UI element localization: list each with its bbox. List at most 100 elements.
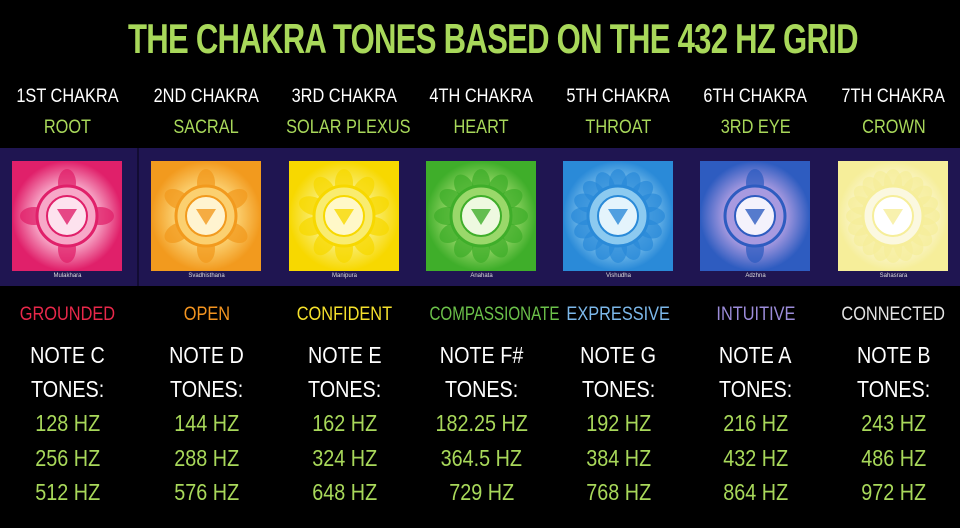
chakra-name-text: SOLAR PLEXUS	[286, 117, 411, 138]
musical-note-text: NOTE G	[580, 342, 657, 368]
chakra-quality-text: INTUITIVE	[716, 304, 795, 325]
tones-label-text: TONES:	[444, 376, 519, 402]
chakra-number: 3RD CHAKRA	[276, 86, 413, 108]
tone-frequency: 288 HZ	[138, 445, 275, 472]
musical-note-text: NOTE D	[169, 342, 244, 368]
sanskrit-label: Manipura	[331, 273, 357, 279]
chakra-symbol-image	[838, 161, 948, 271]
musical-note-text: NOTE B	[856, 342, 931, 368]
sanskrit-label: Adzhna	[745, 273, 766, 279]
tone-frequency: 864 HZ	[687, 479, 824, 506]
sanskrit-label: Vishudha	[606, 273, 631, 279]
sanskrit-label: Mulakhara	[53, 273, 82, 279]
tone-frequency-text: 729 HZ	[449, 479, 514, 505]
chakra-name: ROOT	[0, 117, 136, 139]
tones-label: TONES:	[687, 376, 824, 403]
tone-frequency-text: 576 HZ	[174, 479, 239, 505]
tones-label-text: TONES:	[169, 376, 244, 402]
chakra-quality-text: GROUNDED	[19, 304, 116, 325]
chakra-name: 3RD EYE	[687, 117, 824, 139]
tones-label: TONES:	[550, 376, 687, 403]
chakra-quality-text: OPEN	[183, 304, 230, 325]
chakra-name-text: ROOT	[43, 117, 92, 138]
tone-frequency: 192 HZ	[550, 410, 687, 437]
tone-frequency: 576 HZ	[138, 479, 275, 506]
tone-frequency: 432 HZ	[687, 445, 824, 472]
tones-label-text: TONES:	[718, 376, 793, 402]
tones-label-text: TONES:	[856, 376, 931, 402]
tone-frequency: 364.5 HZ	[413, 445, 550, 472]
chakra-number: 1ST CHAKRA	[0, 86, 136, 108]
tone-frequency: 182.25 HZ	[413, 410, 550, 437]
tone-frequency: 128 HZ	[0, 410, 136, 437]
musical-note: NOTE B	[825, 342, 960, 369]
chakra-name-text: 3RD EYE	[720, 117, 791, 138]
chakra-quality-text: COMPASSIONATE	[429, 304, 560, 325]
tone-frequency-text: 384 HZ	[586, 445, 651, 471]
tone-frequency-text: 364.5 HZ	[440, 445, 523, 471]
chakra-quality: COMPASSIONATE	[413, 304, 559, 326]
tone-frequency-text: 432 HZ	[723, 445, 788, 471]
tone-frequency-text: 768 HZ	[586, 479, 651, 505]
tone-frequency-text: 182.25 HZ	[435, 410, 528, 436]
chakra-quality-text: CONFIDENT	[296, 304, 393, 325]
tone-frequency: 768 HZ	[550, 479, 687, 506]
chakra-symbol-image	[151, 161, 261, 271]
tone-frequency: 216 HZ	[687, 410, 824, 437]
tones-label: TONES:	[276, 376, 413, 403]
chakra-name-text: THROAT	[585, 117, 652, 138]
musical-note-text: NOTE E	[307, 342, 382, 368]
page-title: THE CHAKRA TONES BASED ON THE 432 HZ GRI…	[0, 14, 960, 64]
tone-frequency-text: 864 HZ	[723, 479, 788, 505]
chakra-symbol-image	[289, 161, 399, 271]
musical-note-text: NOTE C	[30, 342, 105, 368]
chakra-name-text: SACRAL	[173, 117, 240, 138]
chakra-number-text: 6TH CHAKRA	[703, 86, 808, 107]
chakra-name: THROAT	[550, 117, 687, 139]
tone-frequency-text: 144 HZ	[174, 410, 239, 436]
tone-frequency-text: 512 HZ	[35, 479, 100, 505]
chakra-number: 6TH CHAKRA	[687, 86, 824, 108]
chakra-name-text: CROWN	[861, 117, 926, 138]
chakra-quality: EXPRESSIVE	[550, 304, 687, 326]
musical-note-text: NOTE F#	[439, 342, 524, 368]
sanskrit-label: Svadhisthana	[188, 273, 225, 279]
chakra-symbol-image	[700, 161, 810, 271]
chakra-number-text: 7TH CHAKRA	[841, 86, 946, 107]
chakra-number-text: 1ST CHAKRA	[16, 86, 119, 107]
sanskrit-label: Sahasrara	[879, 273, 908, 279]
chakra-quality: CONFIDENT	[276, 304, 413, 326]
chakra-quality-text: EXPRESSIVE	[566, 304, 671, 325]
tone-frequency: 243 HZ	[825, 410, 960, 437]
tone-frequency-text: 648 HZ	[312, 479, 377, 505]
chakra-number: 7TH CHAKRA	[825, 86, 960, 108]
chakra-name-text: HEART	[453, 117, 510, 138]
chakra-name: SOLAR PLEXUS	[276, 117, 413, 139]
tones-label: TONES:	[0, 376, 136, 403]
musical-note: NOTE E	[276, 342, 413, 369]
musical-note-text: NOTE A	[719, 342, 792, 368]
tone-frequency: 648 HZ	[276, 479, 413, 506]
chakra-symbol-image	[426, 161, 536, 271]
chakra-number-text: 2ND CHAKRA	[153, 86, 260, 107]
tone-frequency: 144 HZ	[138, 410, 275, 437]
tone-frequency: 972 HZ	[825, 479, 960, 506]
musical-note: NOTE C	[0, 342, 136, 369]
chakra-quality: CONNECTED	[825, 304, 960, 326]
page-title-text: THE CHAKRA TONES BASED ON THE 432 HZ GRI…	[127, 15, 859, 62]
tone-frequency: 486 HZ	[825, 445, 960, 472]
tones-label: TONES:	[138, 376, 275, 403]
tone-frequency: 256 HZ	[0, 445, 136, 472]
tone-frequency-text: 486 HZ	[861, 445, 926, 471]
tones-label: TONES:	[413, 376, 550, 403]
musical-note: NOTE G	[550, 342, 687, 369]
tone-frequency-text: 162 HZ	[312, 410, 377, 436]
chakra-number: 4TH CHAKRA	[413, 86, 550, 108]
chakra-name: SACRAL	[138, 117, 275, 139]
chakra-quality: INTUITIVE	[687, 304, 824, 326]
chakra-number: 2ND CHAKRA	[138, 86, 275, 108]
tones-label-text: TONES:	[30, 376, 105, 402]
tone-frequency: 384 HZ	[550, 445, 687, 472]
tone-frequency: 324 HZ	[276, 445, 413, 472]
chakra-number-text: 3RD CHAKRA	[291, 86, 398, 107]
